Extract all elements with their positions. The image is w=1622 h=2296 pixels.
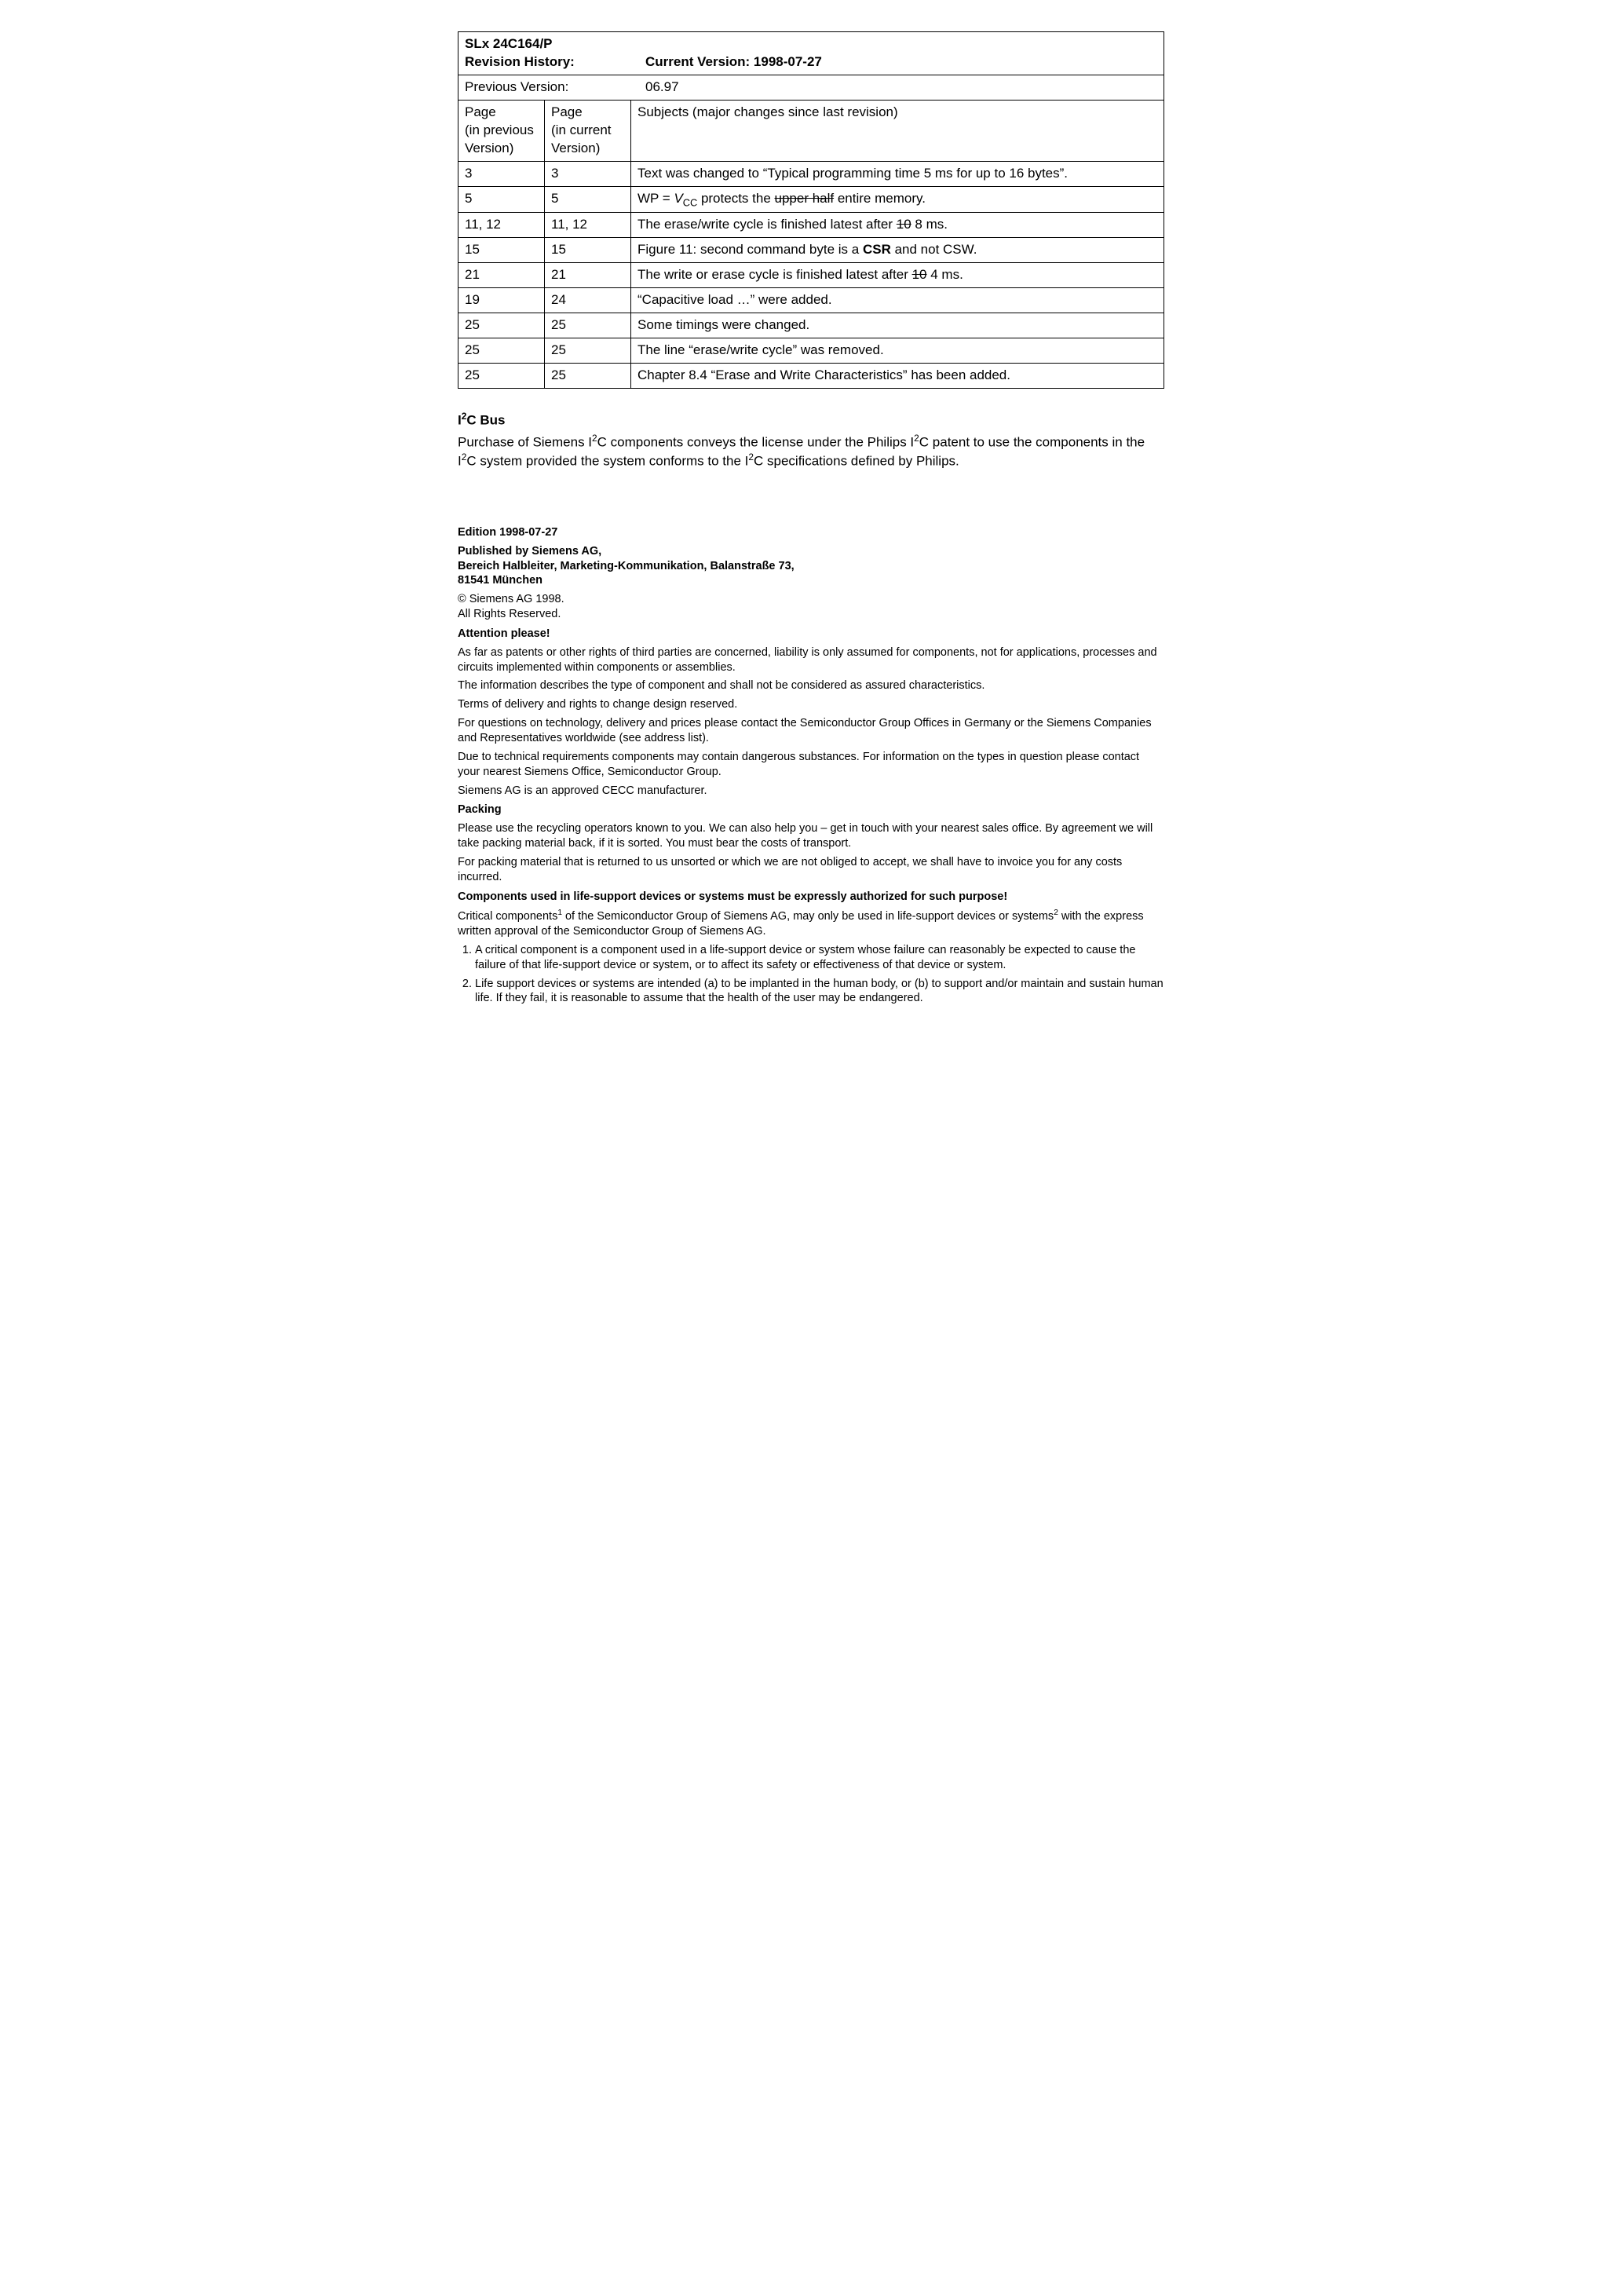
cell-subject: Some timings were changed.	[631, 313, 1164, 338]
edition-line: Edition 1998-07-27	[458, 525, 1164, 540]
attention-heading: Attention please!	[458, 627, 1164, 642]
cell-subject: The write or erase cycle is finished lat…	[631, 263, 1164, 288]
cell-prev-page: 19	[458, 287, 545, 313]
product-title: SLx 24C164/P	[465, 35, 1157, 53]
attention-p3: Terms of delivery and rights to change d…	[458, 697, 1164, 712]
cell-subject: “Capacitive load …” were added.	[631, 287, 1164, 313]
cell-subject: WP = VCC protects the upper half entire …	[631, 186, 1164, 213]
cell-prev-page: 21	[458, 263, 545, 288]
previous-version-row: Previous Version: 06.97	[458, 75, 1164, 100]
copyright-line: © Siemens AG 1998.All Rights Reserved.	[458, 592, 1164, 622]
previous-version-value: 06.97	[645, 79, 679, 97]
cell-curr-page: 25	[545, 338, 631, 363]
publisher-line: Published by Siemens AG,Bereich Halbleit…	[458, 544, 1164, 589]
packing-heading: Packing	[458, 803, 1164, 817]
footnotes-list: A critical component is a component used…	[458, 943, 1164, 1006]
cell-prev-page: 11, 12	[458, 213, 545, 238]
footnote-2: Life support devices or systems are inte…	[475, 977, 1164, 1007]
i2c-bus-body: Purchase of Siemens I2C components conve…	[458, 433, 1164, 470]
cell-curr-page: 21	[545, 263, 631, 288]
document-page: SLx 24C164/P Revision History: Current V…	[458, 31, 1164, 1006]
table-header-block: SLx 24C164/P Revision History: Current V…	[458, 32, 1164, 75]
cell-prev-page: 25	[458, 363, 545, 388]
table-row: 2525Some timings were changed.	[458, 313, 1164, 338]
table-row: 2525The line “erase/write cycle” was rem…	[458, 338, 1164, 363]
attention-p5: Due to technical requirements components…	[458, 750, 1164, 780]
cell-subject: The line “erase/write cycle” was removed…	[631, 338, 1164, 363]
packing-p1: Please use the recycling operators known…	[458, 821, 1164, 851]
cell-curr-page: 3	[545, 161, 631, 186]
packing-p2: For packing material that is returned to…	[458, 855, 1164, 885]
life-support-body: Critical components1 of the Semiconducto…	[458, 908, 1164, 939]
attention-p2: The information describes the type of co…	[458, 678, 1164, 693]
table-row: 1924“Capacitive load …” were added.	[458, 287, 1164, 313]
col-subjects: Subjects (major changes since last revis…	[631, 100, 1164, 161]
footnote-1: A critical component is a component used…	[475, 943, 1164, 973]
attention-p1: As far as patents or other rights of thi…	[458, 645, 1164, 675]
table-row: 2525Chapter 8.4 “Erase and Write Charact…	[458, 363, 1164, 388]
col-prev-page: Page(in previous Version)	[458, 100, 545, 161]
attention-p4: For questions on technology, delivery an…	[458, 716, 1164, 746]
cell-prev-page: 25	[458, 313, 545, 338]
revision-history-table: SLx 24C164/P Revision History: Current V…	[458, 31, 1164, 389]
current-version-label: Current Version: 1998-07-27	[645, 53, 822, 71]
revision-history-label: Revision History:	[465, 53, 645, 71]
table-row: 1515Figure 11: second command byte is a …	[458, 238, 1164, 263]
cell-prev-page: 25	[458, 338, 545, 363]
cell-curr-page: 25	[545, 313, 631, 338]
imprint-block: Edition 1998-07-27 Published by Siemens …	[458, 525, 1164, 1006]
cell-curr-page: 15	[545, 238, 631, 263]
previous-version-label: Previous Version:	[465, 79, 645, 97]
column-headers-row: Page(in previous Version) Page(in curren…	[458, 100, 1164, 161]
i2c-bus-heading: I2C Bus	[458, 411, 1164, 429]
cell-subject: Chapter 8.4 “Erase and Write Characteris…	[631, 363, 1164, 388]
table-row: 11, 1211, 12The erase/write cycle is fin…	[458, 213, 1164, 238]
cell-curr-page: 11, 12	[545, 213, 631, 238]
cell-subject: Text was changed to “Typical programming…	[631, 161, 1164, 186]
cell-prev-page: 3	[458, 161, 545, 186]
table-row: 2121The write or erase cycle is finished…	[458, 263, 1164, 288]
cell-subject: Figure 11: second command byte is a CSR …	[631, 238, 1164, 263]
table-row: 55WP = VCC protects the upper half entir…	[458, 186, 1164, 213]
attention-p6: Siemens AG is an approved CECC manufactu…	[458, 784, 1164, 799]
cell-curr-page: 5	[545, 186, 631, 213]
col-curr-page: Page(in current Version)	[545, 100, 631, 161]
cell-subject: The erase/write cycle is finished latest…	[631, 213, 1164, 238]
cell-curr-page: 25	[545, 363, 631, 388]
cell-prev-page: 5	[458, 186, 545, 213]
cell-curr-page: 24	[545, 287, 631, 313]
cell-prev-page: 15	[458, 238, 545, 263]
life-support-heading: Components used in life-support devices …	[458, 890, 1164, 905]
table-row: 33Text was changed to “Typical programmi…	[458, 161, 1164, 186]
